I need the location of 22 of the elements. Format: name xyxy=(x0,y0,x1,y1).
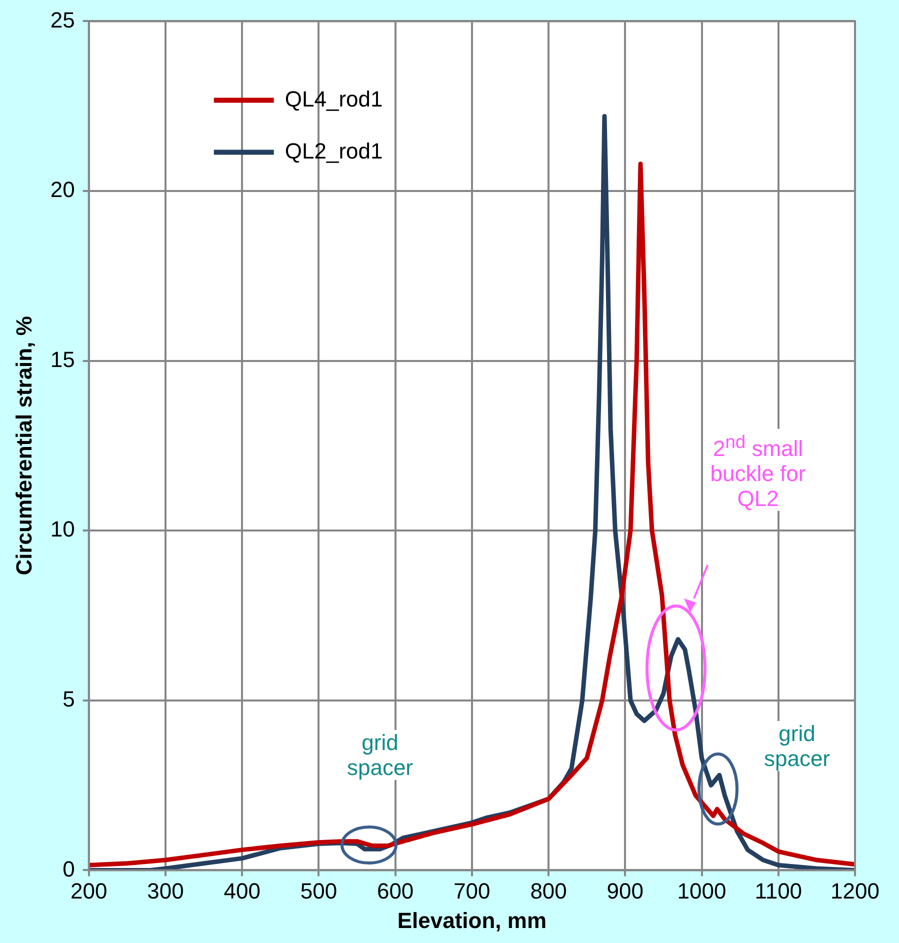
y-tick-label: 15 xyxy=(50,346,75,372)
annotation: grid spacer xyxy=(752,721,842,771)
x-tick-label: 800 xyxy=(530,878,567,904)
legend-label: QL4_rod1 xyxy=(284,86,383,112)
x-tick-label: 500 xyxy=(300,878,338,904)
annotation: grid spacer xyxy=(340,730,420,780)
x-axis-title: Elevation, mm xyxy=(397,908,547,933)
x-tick-label: 700 xyxy=(454,878,490,904)
y-tick-label: 10 xyxy=(50,516,75,542)
x-tick-label: 900 xyxy=(606,878,644,904)
x-tick-label: 1100 xyxy=(754,878,802,904)
x-tick-label: 600 xyxy=(376,878,414,904)
x-tick-label: 400 xyxy=(224,878,260,904)
y-axis-title: Circumferential strain, % xyxy=(11,316,36,576)
x-tick-label: 1200 xyxy=(830,878,880,904)
x-tick-label: 1000 xyxy=(677,878,726,904)
x-tick-label: 300 xyxy=(147,878,184,904)
y-tick-label: 20 xyxy=(50,177,75,202)
annotation: 2$^{nd}$ small buckle for QL2 xyxy=(708,428,808,512)
legend-label: QL2_rod1 xyxy=(284,138,383,164)
y-tick-label: 5 xyxy=(62,686,75,712)
y-tick-label: 25 xyxy=(50,7,75,32)
